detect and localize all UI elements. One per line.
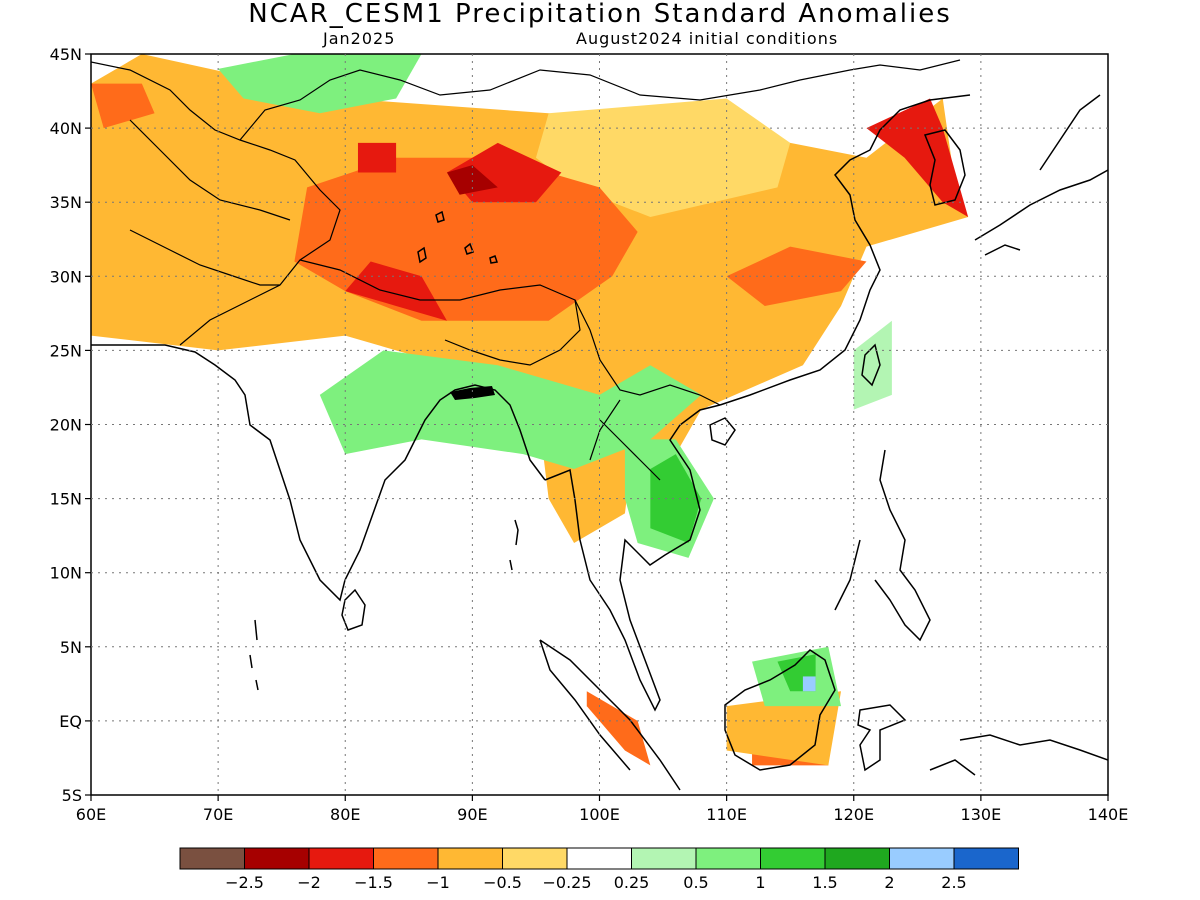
anomaly-region (853, 320, 892, 410)
colorbar-swatch (631, 847, 697, 870)
colorbar-label: −2.5 (225, 873, 264, 892)
anomaly-region (357, 142, 397, 173)
lat-label: 25N (50, 341, 82, 360)
colorbar-label: −0.5 (483, 873, 522, 892)
lat-label: 10N (50, 564, 82, 583)
initial-conditions: August2024 initial conditions (576, 29, 839, 48)
lat-label: 20N (50, 416, 82, 435)
coastlines (91, 59, 1108, 791)
lat-label: 40N (50, 119, 82, 138)
forecast-month: Jan2025 (323, 29, 396, 48)
lat-label: 5S (62, 786, 82, 805)
colorbar-label: −2 (297, 873, 321, 892)
anomaly-region (726, 246, 867, 306)
colorbar-swatch (824, 847, 890, 870)
lat-label: EQ (59, 712, 82, 731)
lon-label: 70E (203, 805, 233, 824)
colorbar-swatch (953, 847, 1019, 870)
lat-label: 15N (50, 490, 82, 509)
colorbar-swatch (373, 847, 439, 870)
anomaly-region (91, 83, 155, 129)
lon-label: 130E (961, 805, 1002, 824)
latitude-labels: 45N 40N 35N 30N 25N 20N 15N 10N 5N EQ 5S (50, 45, 91, 805)
anomaly-region (586, 691, 651, 766)
graticule (91, 54, 1108, 795)
lon-label: 110E (706, 805, 747, 824)
colorbar-swatch (566, 847, 632, 870)
map-title: NCAR_CESM1 Precipitation Standard Anomal… (248, 0, 952, 29)
colorbar-swatch (502, 847, 568, 870)
colorbar-label: 2.5 (941, 873, 966, 892)
lon-label: 140E (1088, 805, 1129, 824)
anomaly-region (650, 454, 702, 544)
colorbar-label: −0.25 (542, 873, 591, 892)
colorbar: −2.5 −2 −1.5 −1 −0.5 −0.25 0.25 0.5 1 1.5 2 2.5 (179, 847, 1019, 892)
lat-label: 35N (50, 193, 82, 212)
colorbar-label: 0.5 (683, 873, 708, 892)
lat-label: 30N (50, 267, 82, 286)
colorbar-swatch (244, 847, 310, 870)
anomaly-region (866, 98, 969, 218)
colorbar-swatch (308, 847, 374, 870)
anomaly-region (345, 261, 447, 321)
lon-label: 120E (833, 805, 874, 824)
lon-label: 60E (76, 805, 106, 824)
colorbar-label: 0.25 (614, 873, 650, 892)
colorbar-swatch (695, 847, 761, 870)
longitude-labels: 60E 70E 80E 90E 100E 110E 120E 130E 140E (76, 795, 1129, 824)
anomaly-region (802, 676, 816, 692)
colorbar-swatch (889, 847, 955, 870)
lon-label: 90E (457, 805, 487, 824)
lon-label: 100E (579, 805, 620, 824)
colorbar-label: 1 (755, 873, 765, 892)
anomaly-field (91, 54, 969, 766)
colorbar-label: −1 (426, 873, 450, 892)
colorbar-swatch (437, 847, 503, 870)
colorbar-label: 1.5 (812, 873, 837, 892)
colorbar-swatch (179, 847, 245, 870)
lat-label: 45N (50, 45, 82, 64)
colorbar-label: −1.5 (354, 873, 393, 892)
anomaly-region (218, 54, 422, 114)
lat-label: 5N (60, 638, 82, 657)
colorbar-swatch (760, 847, 826, 870)
anomaly-region (446, 165, 498, 195)
colorbar-label: 2 (884, 873, 894, 892)
lon-label: 80E (330, 805, 360, 824)
